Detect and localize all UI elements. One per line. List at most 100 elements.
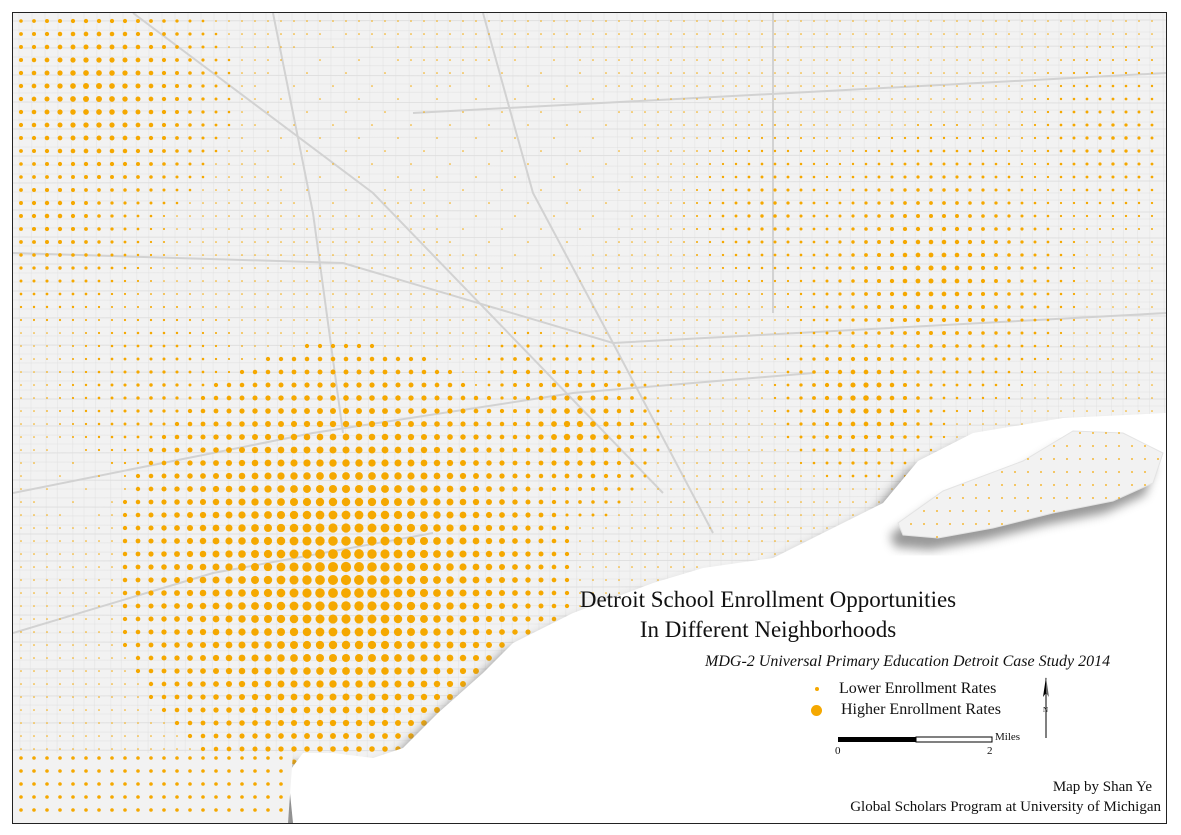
map-canvas[interactable] [13, 13, 1166, 823]
enrollment-dot [864, 266, 868, 270]
enrollment-dot [161, 707, 167, 713]
enrollment-dot [709, 527, 711, 529]
enrollment-dot [462, 358, 464, 360]
enrollment-dot [540, 228, 542, 230]
enrollment-dot [1125, 280, 1127, 282]
enrollment-dot [251, 628, 259, 636]
enrollment-dot [449, 332, 451, 334]
enrollment-dot [1021, 397, 1023, 399]
enrollment-dot [527, 46, 529, 48]
enrollment-dot [187, 486, 193, 492]
enrollment-dot [328, 627, 338, 637]
enrollment-dot [538, 577, 544, 583]
enrollment-dot [410, 202, 412, 204]
enrollment-dot [514, 137, 516, 139]
enrollment-dot [343, 382, 349, 388]
enrollment-dot [1111, 149, 1115, 153]
enrollment-dot [161, 629, 167, 635]
enrollment-dot [512, 564, 518, 570]
enrollment-dot [579, 72, 581, 74]
enrollment-dot [200, 668, 206, 674]
enrollment-dot [760, 253, 764, 257]
enrollment-dot [332, 46, 334, 48]
enrollment-dot [864, 227, 868, 231]
enrollment-dot [239, 733, 245, 739]
enrollment-dot [683, 475, 685, 477]
enrollment-dot [644, 189, 646, 191]
enrollment-dot [1099, 46, 1101, 48]
enrollment-dot [397, 241, 399, 243]
enrollment-dot [1072, 201, 1076, 205]
enrollment-dot [240, 756, 244, 760]
enrollment-dot [512, 590, 518, 596]
enrollment-dot [189, 228, 191, 230]
enrollment-dot [657, 228, 659, 230]
enrollment-dot [251, 654, 259, 662]
enrollment-dot [367, 588, 377, 598]
enrollment-dot [812, 396, 816, 400]
enrollment-dot [709, 449, 711, 451]
enrollment-dot [1098, 201, 1102, 205]
enrollment-dot [58, 240, 62, 244]
enrollment-dot [423, 254, 425, 256]
enrollment-dot [316, 420, 324, 428]
enrollment-dot [1008, 137, 1010, 139]
enrollment-dot [708, 214, 712, 218]
enrollment-dot [315, 536, 325, 546]
enrollment-dot [45, 808, 49, 812]
enrollment-dot [98, 722, 100, 724]
enrollment-dot [380, 536, 390, 546]
enrollment-dot [460, 408, 466, 414]
enrollment-dot [408, 356, 414, 362]
enrollment-dot [381, 485, 389, 493]
enrollment-dot [188, 149, 192, 153]
enrollment-dot [446, 576, 454, 584]
enrollment-dot [500, 383, 504, 387]
enrollment-dot [605, 280, 607, 282]
enrollment-dot [71, 266, 75, 270]
enrollment-dot [97, 188, 101, 192]
enrollment-dot [462, 228, 464, 230]
enrollment-dot [110, 214, 114, 218]
enrollment-dot [59, 605, 61, 607]
enrollment-dot [407, 641, 415, 649]
enrollment-dot [394, 459, 402, 467]
enrollment-dot [592, 176, 594, 178]
enrollment-dot [475, 280, 477, 282]
enrollment-dot [657, 241, 659, 243]
enrollment-dot [96, 57, 102, 63]
enrollment-dot [513, 331, 517, 335]
enrollment-dot [1034, 59, 1036, 61]
enrollment-dot [72, 657, 74, 659]
enrollment-dot [955, 396, 959, 400]
enrollment-dot [251, 446, 259, 454]
enrollment-dot [355, 472, 363, 480]
enrollment-dot [32, 253, 36, 257]
enrollment-dot [787, 332, 789, 334]
enrollment-dot [514, 254, 516, 256]
enrollment-dot [1073, 410, 1075, 412]
enrollment-dot [982, 72, 984, 74]
enrollment-dot [670, 267, 672, 269]
enrollment-dot [315, 588, 325, 598]
enrollment-dot [889, 421, 895, 427]
enrollment-dot [1112, 410, 1114, 412]
enrollment-dot [826, 59, 828, 61]
enrollment-dot [812, 292, 816, 296]
enrollment-dot [59, 696, 61, 698]
enrollment-dot [254, 46, 256, 48]
island-dot [1014, 510, 1016, 512]
enrollment-dot [670, 20, 672, 22]
enrollment-dot [279, 782, 283, 786]
enrollment-dot [735, 111, 737, 113]
enrollment-dot [708, 188, 712, 192]
enrollment-dot [57, 57, 63, 63]
enrollment-dot [851, 149, 855, 153]
enrollment-dot [657, 59, 659, 61]
enrollment-dot [930, 98, 932, 100]
enrollment-dot [33, 397, 35, 399]
enrollment-dot [487, 344, 491, 348]
enrollment-dot [618, 150, 620, 152]
enrollment-dot [616, 434, 622, 440]
enrollment-dot [994, 175, 998, 179]
